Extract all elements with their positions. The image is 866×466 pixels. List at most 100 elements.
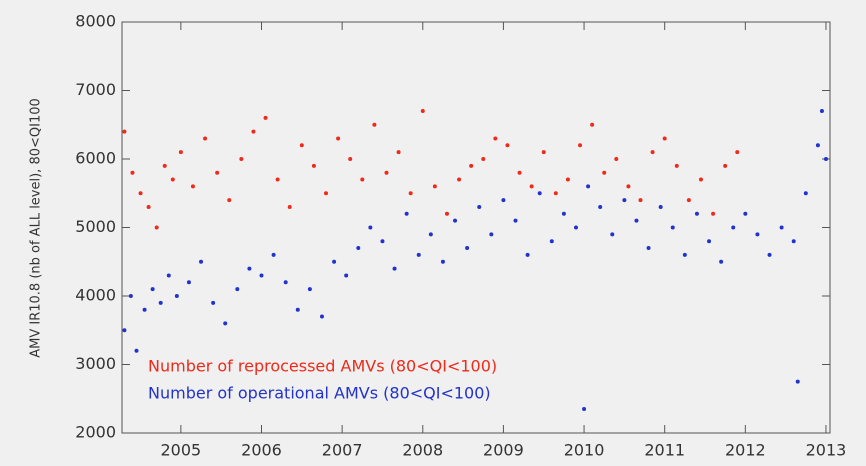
point <box>174 294 179 298</box>
point <box>719 259 724 264</box>
point <box>227 198 232 203</box>
point <box>658 204 663 209</box>
point <box>416 252 421 257</box>
x-tick-label: 2009 <box>483 441 524 460</box>
y-tick-label: 3000 <box>75 354 116 373</box>
point <box>324 191 329 196</box>
point <box>529 184 534 189</box>
point <box>819 109 824 114</box>
point <box>457 177 462 182</box>
point <box>142 307 147 312</box>
point <box>420 109 425 114</box>
legend-label: Number of reprocessed AMVs (80<QI<100) <box>148 357 497 376</box>
point <box>815 143 820 148</box>
point <box>501 198 506 203</box>
point <box>578 143 583 148</box>
point <box>743 211 748 216</box>
point <box>465 246 470 251</box>
y-tick-label: 7000 <box>75 80 116 99</box>
point <box>646 246 651 251</box>
point <box>791 239 796 244</box>
point <box>549 239 554 244</box>
point <box>307 287 312 292</box>
point <box>336 136 341 141</box>
point <box>360 177 365 182</box>
point <box>755 232 760 237</box>
point <box>283 280 288 285</box>
point <box>215 170 220 175</box>
point <box>674 163 679 168</box>
point <box>553 191 558 196</box>
point <box>803 191 808 196</box>
point <box>372 122 377 127</box>
point <box>239 157 244 161</box>
point <box>537 191 542 196</box>
point <box>541 150 546 155</box>
point <box>178 150 183 155</box>
x-tick-label: 2011 <box>644 441 685 460</box>
point <box>146 204 151 209</box>
point <box>259 273 264 278</box>
legend-label: Number of operational AMVs (80<QI<100) <box>148 384 491 403</box>
point <box>505 143 510 148</box>
point <box>128 294 133 298</box>
point <box>190 184 195 189</box>
point <box>614 157 619 161</box>
x-tick-label: 2006 <box>241 441 282 460</box>
point <box>590 122 595 127</box>
point <box>670 225 675 230</box>
point <box>622 198 627 203</box>
point <box>344 273 349 278</box>
point <box>203 136 208 141</box>
point <box>384 170 389 175</box>
point <box>211 300 216 305</box>
point <box>711 211 716 216</box>
point <box>682 252 687 257</box>
point <box>199 259 204 264</box>
point <box>162 163 167 168</box>
point <box>138 191 143 196</box>
point <box>444 211 449 216</box>
point <box>134 348 139 353</box>
x-tick-label: 2005 <box>161 441 202 460</box>
point <box>723 163 728 168</box>
y-tick-label: 2000 <box>75 423 116 442</box>
point <box>332 259 337 264</box>
point <box>582 407 587 412</box>
point <box>271 252 276 257</box>
point <box>166 273 171 278</box>
point <box>602 170 607 175</box>
y-tick-label: 4000 <box>75 286 116 305</box>
point <box>130 170 135 175</box>
point <box>247 266 252 271</box>
point <box>150 287 155 292</box>
point <box>610 232 615 237</box>
point <box>186 280 191 285</box>
point <box>638 198 643 203</box>
point <box>356 246 361 251</box>
point <box>154 225 159 230</box>
point <box>170 177 175 182</box>
point <box>650 150 655 155</box>
point <box>573 225 578 230</box>
x-tick-label: 2012 <box>725 441 766 460</box>
point <box>380 239 385 244</box>
point <box>348 157 353 161</box>
y-tick-label: 6000 <box>75 149 116 168</box>
point <box>287 204 292 209</box>
point <box>517 170 522 175</box>
x-tick-label: 2008 <box>402 441 443 460</box>
point <box>586 184 591 189</box>
point <box>823 157 828 161</box>
point <box>158 300 163 305</box>
point <box>686 198 691 203</box>
point <box>235 287 240 292</box>
point <box>565 177 570 182</box>
point <box>481 157 486 161</box>
point <box>735 150 740 155</box>
point <box>453 218 458 223</box>
point <box>694 211 699 216</box>
point <box>561 211 566 216</box>
point <box>598 204 603 209</box>
